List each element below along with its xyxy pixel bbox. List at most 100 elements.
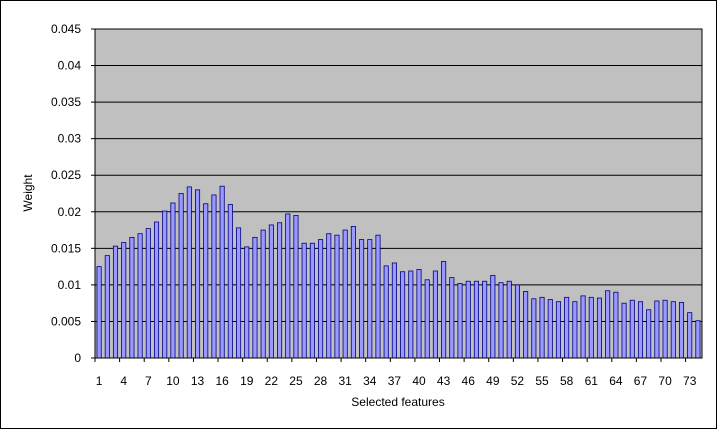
x-tick-label: 43 — [437, 374, 451, 388]
x-tick-label: 67 — [634, 374, 648, 388]
x-tick-label: 28 — [314, 374, 328, 388]
bar-52 — [514, 284, 520, 359]
y-tick-label: 0.015 — [51, 241, 81, 255]
bar-32 — [350, 225, 356, 359]
x-tick-label: 22 — [265, 374, 279, 388]
bar-57 — [555, 301, 561, 359]
plot-area — [94, 28, 703, 359]
x-tick-label: 55 — [535, 374, 549, 388]
bar-18 — [236, 227, 242, 359]
y-tick-label: 0 — [74, 351, 81, 365]
bar-61 — [588, 296, 594, 359]
y-tick-label: 0.03 — [58, 132, 82, 146]
x-tick-label: 7 — [145, 374, 152, 388]
x-tick-label: 16 — [215, 374, 229, 388]
bar-44 — [449, 277, 455, 359]
x-tick-label: 58 — [560, 374, 574, 388]
bar-15 — [211, 194, 217, 359]
bar-17 — [227, 204, 233, 359]
y-tick-label: 0.035 — [51, 95, 81, 109]
bar-11 — [178, 193, 184, 359]
bar-49 — [490, 274, 496, 359]
bar-21 — [260, 229, 266, 359]
y-tick-labels: 0 0.005 0.01 0.015 0.02 0.025 0.03 0.035 0.04 0.0… — [51, 22, 95, 365]
bar-56 — [547, 299, 553, 359]
bar-53 — [523, 291, 529, 359]
bar-51 — [506, 280, 512, 359]
bar-23 — [277, 222, 283, 359]
bar-4 — [121, 242, 127, 359]
y-tick-label: 0.04 — [58, 59, 82, 73]
bar-30 — [334, 234, 340, 359]
x-tick-label: 61 — [585, 374, 599, 388]
x-tick-label: 40 — [412, 374, 426, 388]
bar-42 — [432, 270, 438, 359]
y-tick-label: 0.045 — [51, 22, 81, 36]
bar-24 — [285, 213, 291, 359]
bar-45 — [457, 283, 463, 359]
bar-26 — [301, 242, 307, 359]
x-tick-label: 19 — [240, 374, 254, 388]
bar-40 — [416, 269, 422, 359]
bar-1 — [96, 266, 102, 359]
bar-33 — [359, 239, 365, 359]
x-tick-label: 37 — [388, 374, 402, 388]
bar-74 — [695, 320, 701, 359]
bar-41 — [424, 279, 430, 359]
bar-46 — [465, 280, 471, 359]
y-tick-label: 0.01 — [58, 278, 82, 292]
bar-28 — [318, 239, 324, 359]
bar-65 — [621, 302, 627, 359]
bar-70 — [662, 299, 668, 359]
x-tick-label: 49 — [486, 374, 500, 388]
bar-25 — [293, 215, 299, 359]
bar-54 — [531, 298, 537, 359]
x-tick-label: 73 — [683, 374, 697, 388]
bar-59 — [572, 301, 578, 359]
bar-38 — [400, 271, 406, 359]
x-tick-label: 1 — [96, 374, 103, 388]
y-tick-label: 0.02 — [58, 205, 82, 219]
bars — [96, 185, 701, 359]
bar-48 — [482, 280, 488, 359]
x-axis-title: Selected features — [351, 395, 444, 409]
x-tick-labels: 1 4 7 10 13 16 19 22 25 28 31 34 37 40 43 46 49 52 55 58 61 6… — [94, 358, 697, 388]
bar-35 — [375, 234, 381, 359]
bar-27 — [309, 242, 315, 359]
bar-20 — [252, 236, 258, 359]
bar-19 — [244, 246, 250, 359]
bar-50 — [498, 282, 504, 359]
x-tick-label: 70 — [658, 374, 672, 388]
bar-71 — [670, 301, 676, 359]
bar-64 — [613, 291, 619, 359]
bar-31 — [342, 229, 348, 359]
x-tick-label: 25 — [289, 374, 303, 388]
y-tick-label: 0.005 — [51, 314, 81, 328]
bar-72 — [678, 302, 685, 359]
y-tick-label: 0.025 — [51, 168, 81, 182]
x-tick-label: 52 — [511, 374, 525, 388]
bar-63 — [605, 290, 611, 359]
x-tick-label: 13 — [191, 374, 205, 388]
bar-3 — [112, 245, 119, 359]
bar-9 — [162, 210, 168, 359]
bar-10 — [170, 202, 176, 359]
y-axis-title: Weight — [21, 174, 35, 212]
bar-5 — [129, 236, 135, 359]
bar-58 — [564, 296, 570, 359]
bar-29 — [326, 233, 332, 359]
bar-6 — [137, 233, 143, 359]
bar-73 — [687, 312, 693, 359]
bar-36 — [383, 265, 389, 359]
x-tick-label: 31 — [339, 374, 353, 388]
bar-47 — [473, 280, 479, 359]
bar-62 — [596, 297, 603, 359]
bar-14 — [203, 203, 209, 359]
x-tick-label: 34 — [363, 374, 377, 388]
bar-13 — [194, 189, 201, 359]
x-tick-label: 46 — [462, 374, 476, 388]
bar-60 — [580, 295, 586, 359]
x-tick-label: 64 — [609, 374, 623, 388]
